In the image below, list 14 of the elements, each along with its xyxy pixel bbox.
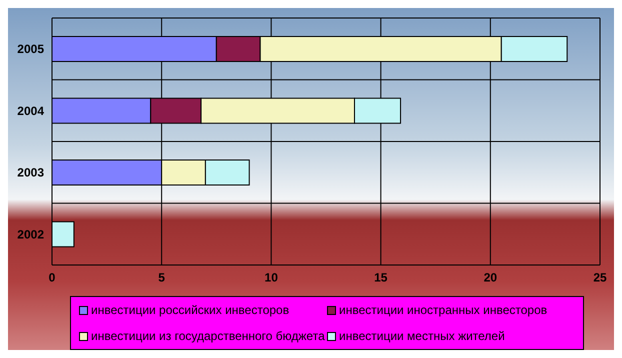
y-tick-label: 2003: [17, 166, 44, 180]
y-tick-label: 2002: [17, 227, 44, 242]
legend-label: инвестиции иностранных инвесторов: [339, 303, 548, 317]
x-tick-label: 25: [593, 270, 607, 285]
y-tick-label: 2005: [17, 42, 44, 56]
x-tick-label: 20: [484, 270, 498, 285]
legend-label: инвестиции российских инвесторов: [91, 303, 290, 317]
x-tick-label: 10: [264, 270, 278, 285]
y-tick-label: 2004: [17, 104, 44, 118]
legend-label: инвестиции из государственного бюджета: [91, 329, 325, 343]
x-tick-label: 15: [374, 270, 388, 285]
x-tick-label: 5: [158, 270, 166, 285]
legend-label: инвестиции местных жителей: [339, 329, 505, 343]
x-tick-label: 0: [48, 270, 56, 285]
